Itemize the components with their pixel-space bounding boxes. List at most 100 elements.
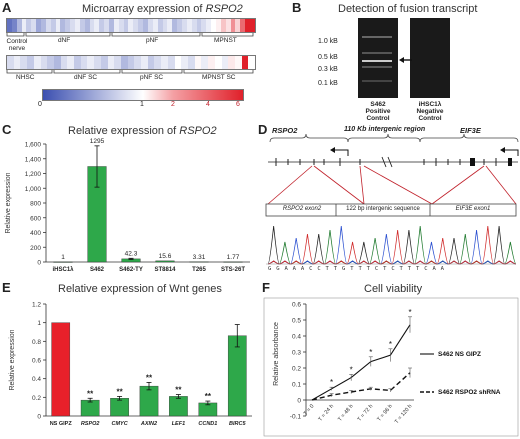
heatmap-cell (50, 19, 56, 32)
gel-band-fusion (362, 60, 392, 62)
colorbar-tick-1: 1 (140, 101, 144, 108)
heatmap-cell (16, 19, 22, 32)
heatmap-cell (206, 19, 212, 32)
bar-value-label: 3.31 (193, 254, 206, 261)
y-tick-label: 1 (37, 320, 41, 327)
heatmap-cell (138, 19, 144, 32)
heatmap-cell (157, 19, 163, 32)
heatmap-cell (174, 56, 182, 69)
panel-c-title: Relative expression of RSPO2 (68, 125, 217, 137)
heatmap-cell (94, 56, 101, 69)
sequence-bases: G G A A A C C T T G T T T C T C T T T C … (268, 266, 445, 272)
bar (53, 261, 73, 263)
heatmap-cell (7, 56, 14, 69)
heatmap-cell (167, 19, 173, 32)
heatmap-cell (13, 56, 21, 69)
heatmap-cell (11, 19, 17, 32)
sequence-chromatogram (267, 225, 517, 265)
brace-intergenic (347, 133, 421, 143)
heatmap-cell (127, 56, 135, 69)
colorbar-tick-0: 0 (38, 101, 42, 108)
x-tick-label: LEF1 (172, 421, 185, 427)
box-intergenic-seq: 122 bp intergenic sequence (346, 206, 420, 212)
bar (227, 335, 247, 417)
heatmap-cell (45, 19, 51, 32)
y-tick-label: 0.2 (292, 366, 301, 373)
significance-star: * (350, 365, 353, 374)
heatmap-group-pnf: pNF (146, 37, 159, 44)
lane2-line3: Control (418, 115, 442, 122)
x-tick-label: RSPO2 (81, 421, 100, 427)
y-tick-label: 0.2 (32, 395, 41, 402)
ladder-label-05kb: 0.5 kB (318, 54, 338, 61)
significance-stars: ** (87, 389, 94, 398)
brace-rspo2 (269, 133, 349, 143)
heatmap-cell (201, 56, 209, 69)
panel-letter-a: A (2, 0, 12, 15)
heatmap-cell (194, 56, 202, 69)
panel-b-title: Detection of fusion transcript (338, 3, 478, 15)
bar (80, 399, 100, 417)
ladder-label-01kb: 0.1 kB (318, 80, 338, 87)
bar (169, 396, 188, 417)
heatmap-cell (208, 56, 215, 69)
brace-eif3e (419, 133, 519, 143)
heatmap-cell (94, 19, 100, 32)
gel-arrow-icon (399, 57, 412, 63)
heatmap-cell (40, 56, 48, 69)
bar-value-label: 1295 (90, 138, 105, 145)
y-tick-label: 600 (30, 215, 41, 222)
heatmap-cell (120, 56, 128, 69)
heatmap-cell (27, 56, 34, 69)
bar-value-label: 15.6 (159, 253, 172, 260)
heatmap-cell (26, 19, 32, 32)
heatmap-cell (74, 56, 81, 69)
y-tick-label: 0.4 (292, 334, 301, 341)
heatmap-cell (191, 19, 197, 32)
heatmap-cell (75, 19, 80, 32)
heatmap-cell (20, 56, 28, 69)
heatmap-cell (154, 56, 162, 69)
legend-label-ns-gipz: S462 NS GIPZ (438, 351, 481, 358)
heatmap-cell (172, 19, 178, 32)
y-tick-label: 0.5 (292, 318, 301, 325)
heatmap-cell (177, 19, 182, 32)
heatmap-cell (89, 19, 95, 32)
bar-value-label: 1 (61, 254, 65, 261)
heatmap-cell (109, 19, 114, 32)
heatmap-cell (33, 56, 41, 69)
chromatogram-trace (267, 225, 517, 265)
heatmap-cell (67, 56, 75, 69)
significance-stars: ** (205, 392, 212, 401)
heatmap-cell (41, 19, 46, 32)
lane1-line2: Positive (365, 108, 391, 115)
lane-label-negative: iHSC1λ Negative Control (410, 101, 450, 122)
heatmap-cell (133, 19, 139, 32)
box-eif3e-exon1: EIF3E exon1 (455, 206, 491, 212)
heatmap-cell (234, 56, 242, 69)
heatmap-cell (228, 56, 235, 69)
gel-ladder-band-3 (362, 66, 392, 68)
panel-letter-e: E (2, 280, 11, 295)
significance-star: * (389, 340, 392, 349)
gel-lane-positive (358, 18, 398, 98)
heatmap-row-cells (6, 55, 256, 70)
heatmap-cell (225, 19, 231, 32)
heatmap-cell (70, 19, 76, 32)
heatmap-cell (7, 19, 12, 32)
heatmap-cell (128, 19, 134, 32)
heatmap-group-mpnst-sc: MPNST SC (202, 74, 236, 81)
x-tick-label: CMYC (111, 421, 128, 427)
panel-f-title: Cell viability (364, 283, 423, 295)
gel-ladder-band-1 (362, 36, 392, 38)
heatmap-cell (221, 56, 229, 69)
heatmap-cell (143, 19, 148, 32)
chromatogram-trace (267, 225, 517, 265)
x-tick-label: T = 0 (303, 403, 316, 417)
lane1-line1: S462 (370, 101, 386, 108)
significance-stars: ** (175, 386, 182, 395)
heatmap-cell (123, 19, 129, 32)
y-tick-label: 1,400 (25, 156, 42, 163)
heatmap-cell (240, 19, 246, 32)
heatmap-cell (201, 19, 207, 32)
